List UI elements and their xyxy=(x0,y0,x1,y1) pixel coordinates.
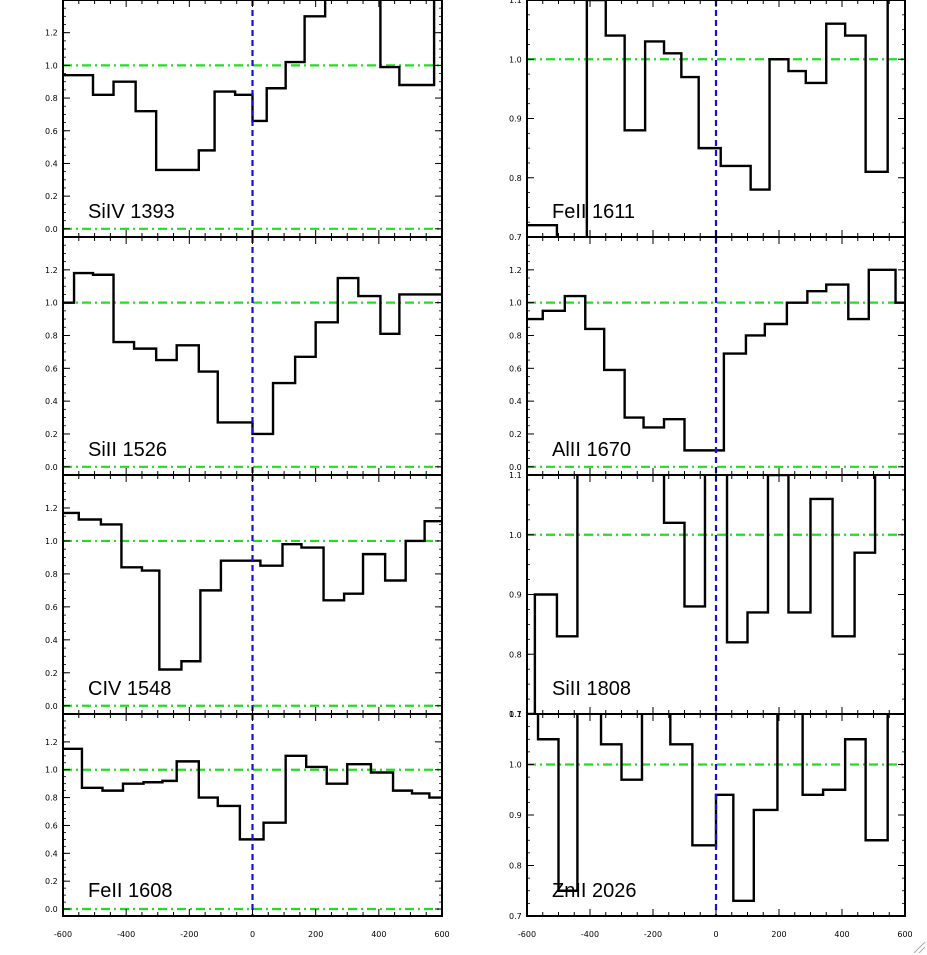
y-tick-label: 0.4 xyxy=(45,159,58,168)
y-tick-label: 0.8 xyxy=(509,331,522,340)
x-tick-label: -400 xyxy=(581,930,599,939)
y-tick-label: 0.2 xyxy=(45,430,58,439)
y-tick-label: 0.8 xyxy=(509,862,522,871)
y-tick-label: 0.2 xyxy=(45,192,58,201)
y-tick-label: 1.0 xyxy=(45,766,58,775)
y-tick-label: 0.0 xyxy=(45,225,58,234)
y-tick-label: 0.8 xyxy=(45,794,58,803)
spectrum-line xyxy=(536,714,889,903)
y-tick-label: 0.2 xyxy=(45,669,58,678)
panel-alii-1670: 0.0 0.2 0.4 0.6 0.8 1.0 1.2 AlII 1670 xyxy=(509,236,906,476)
x-tick-label: 0 xyxy=(250,930,255,939)
y-tick-label: 0.2 xyxy=(45,877,58,886)
panel-siiv-1393: 0.0 0.2 0.4 0.6 0.8 1.0 1.2 SiIV 1393 xyxy=(45,0,443,238)
x-tick-label: -600 xyxy=(54,930,72,939)
y-tick-label: 0.6 xyxy=(45,821,58,830)
resize-grip-icon xyxy=(913,941,926,954)
panel-siii-1808: 0.7 0.8 0.9 1.0 1.1 SiII 1808 xyxy=(509,471,906,719)
y-tick-label: 1.2 xyxy=(45,29,58,38)
y-tick-label: 1.2 xyxy=(509,266,522,275)
y-tick-label: 0.6 xyxy=(509,364,522,373)
y-tick-label: 0.8 xyxy=(509,174,522,183)
y-tick-label: 0.8 xyxy=(45,331,58,340)
y-tick-label: 0.9 xyxy=(509,591,522,600)
panel-label: SiII 1808 xyxy=(552,678,631,700)
spectrum-line xyxy=(63,747,442,841)
y-tick-label: 1.1 xyxy=(509,710,522,719)
y-tick-label: 1.2 xyxy=(45,504,58,513)
panel-label: CIV 1548 xyxy=(88,678,171,700)
y-tick-label: 1.0 xyxy=(509,531,522,540)
y-tick-label: 0.8 xyxy=(45,94,58,103)
y-tick-label: 0.7 xyxy=(509,710,522,719)
y-tick-label: 0.9 xyxy=(509,811,522,820)
y-tick-label: 1.1 xyxy=(509,471,522,480)
spectrum-line xyxy=(527,268,905,452)
y-tick-label: 1.1 xyxy=(509,0,522,5)
y-tick-label: 0.4 xyxy=(45,849,58,858)
spectrum-line xyxy=(63,271,442,436)
panel-label: SiII 1526 xyxy=(88,439,167,461)
spectrum-line xyxy=(63,0,436,172)
y-tick-label: 0.7 xyxy=(509,233,522,242)
x-tick-label: 200 xyxy=(308,930,323,939)
panel-znii-2026: 0.7 0.8 0.9 1.0 1.1 ZnII 2026 -600 -400 -200 0 200… xyxy=(509,710,913,939)
y-tick-label: 0.0 xyxy=(509,463,522,472)
panel-label: FeII 1608 xyxy=(88,880,173,902)
y-tick-label: 0.8 xyxy=(509,650,522,659)
x-tick-label: 400 xyxy=(371,930,386,939)
y-tick-label: 0.9 xyxy=(509,115,522,124)
panel-label: AlII 1670 xyxy=(552,439,631,461)
y-tick-label: 0.2 xyxy=(509,430,522,439)
y-tick-label: 0.6 xyxy=(45,364,58,373)
y-tick-label: 1.0 xyxy=(45,537,58,546)
panel-feii-1608: 0.0 0.2 0.4 0.6 0.8 1.0 1.2 FeII 1608 -600 -400 -2… xyxy=(45,713,450,939)
panel-civ-1548: 0.0 0.2 0.4 0.6 0.8 1.0 1.2 CIV 1548 xyxy=(45,474,443,715)
y-tick-label: 0.8 xyxy=(45,570,58,579)
y-tick-label: 1.0 xyxy=(45,299,58,308)
y-tick-label: 0.0 xyxy=(45,702,58,711)
y-tick-label: 0.4 xyxy=(45,397,58,406)
y-tick-label: 0.4 xyxy=(509,397,522,406)
y-tick-label: 1.0 xyxy=(509,761,522,770)
spectrum-line xyxy=(527,0,889,237)
y-tick-label: 1.0 xyxy=(509,55,522,64)
y-tick-label: 1.2 xyxy=(45,738,58,747)
panel-siii-1526: 0.0 0.2 0.4 0.6 0.8 1.0 1.2 SiII 1526 xyxy=(45,236,443,476)
y-tick-label: 0.6 xyxy=(45,603,58,612)
y-tick-label: 1.0 xyxy=(45,61,58,70)
y-tick-label: 1.2 xyxy=(45,266,58,275)
x-tick-label: 600 xyxy=(434,930,449,939)
panel-label: SiIV 1393 xyxy=(88,201,175,223)
x-tick-label: -400 xyxy=(117,930,135,939)
y-tick-label: 0.7 xyxy=(509,912,522,921)
spectrum-line xyxy=(527,475,877,714)
panel-feii-1611: 0.7 0.8 0.9 1.0 1.1 FeII 1611 xyxy=(509,0,906,242)
panel-label: ZnII 2026 xyxy=(552,880,637,902)
x-tick-label: 200 xyxy=(771,930,786,939)
y-tick-label: 0.0 xyxy=(45,905,58,914)
x-tick-label: -200 xyxy=(180,930,198,939)
y-tick-label: 0.6 xyxy=(45,127,58,136)
x-tick-label: -600 xyxy=(518,930,536,939)
y-tick-label: 0.4 xyxy=(45,636,58,645)
x-tick-label: 0 xyxy=(713,930,718,939)
x-tick-label: -200 xyxy=(644,930,662,939)
x-tick-label: 600 xyxy=(897,930,912,939)
x-tick-label: 400 xyxy=(834,930,849,939)
y-tick-label: 0.0 xyxy=(45,463,58,472)
panel-label: FeII 1611 xyxy=(552,201,635,223)
y-tick-label: 1.0 xyxy=(509,299,522,308)
